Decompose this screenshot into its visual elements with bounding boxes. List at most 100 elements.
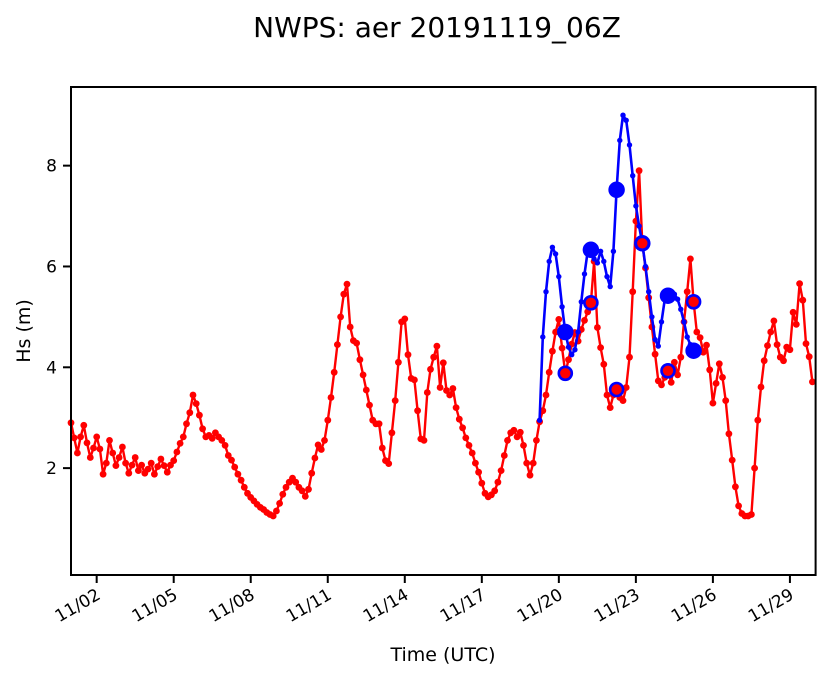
observed-hs-point	[179, 433, 187, 441]
observed-hs-point	[799, 296, 807, 304]
observed-hs-point	[622, 384, 630, 391]
observed-hs-point	[90, 444, 97, 452]
nwps-forecast-hs-point	[649, 314, 655, 320]
observed-hs-point	[581, 317, 588, 324]
x-tick-label: 11/20	[514, 585, 566, 627]
observed-hs-point	[192, 400, 200, 407]
observed-hs-point	[696, 334, 704, 341]
x-tick-label: 11/11	[283, 585, 335, 627]
observed-hs-point	[520, 442, 527, 449]
observed-hs-point	[751, 464, 758, 472]
forecast-daily-marker	[659, 287, 677, 304]
observed-hs-point	[112, 462, 120, 469]
nwps-forecast-hs-point	[546, 258, 552, 265]
observed-hs-point	[449, 385, 457, 392]
observed-hs-point	[324, 416, 332, 424]
observed-hs-point	[693, 328, 701, 336]
observed-hs-point	[401, 315, 409, 323]
observed-daily-marker	[608, 381, 625, 398]
observed-hs-point	[330, 368, 338, 376]
observed-hs-point	[144, 465, 152, 473]
nwps-forecast-hs-point	[540, 334, 546, 340]
observed-hs-point	[337, 313, 344, 321]
observed-hs-point	[433, 342, 441, 350]
nwps-forecast-hs-point	[610, 248, 617, 254]
observed-hs-point	[626, 353, 633, 361]
observed-hs-point	[334, 341, 341, 348]
observed-hs-point	[99, 470, 107, 478]
observed-hs-point	[767, 328, 775, 336]
observed-hs-point	[497, 467, 505, 474]
observed-hs-point	[472, 459, 479, 467]
observed-hs-point	[170, 457, 178, 464]
observed-hs-point	[809, 378, 816, 386]
observed-hs-point	[796, 280, 803, 287]
forecast-daily-marker	[582, 241, 600, 259]
observed-hs-point	[147, 459, 155, 467]
observed-hs-point	[462, 434, 470, 442]
nwps-forecast-hs-point	[636, 223, 642, 229]
observed-hs-point	[228, 456, 235, 464]
observed-daily-marker	[660, 362, 676, 379]
observed-hs-point	[122, 459, 129, 467]
observed-hs-point	[780, 357, 787, 365]
observed-hs-point	[70, 434, 78, 442]
observed-hs-point	[317, 446, 325, 453]
observed-hs-point	[234, 470, 242, 478]
plot-area: 11/02 11/05 11/08 11/11 11/14 11/17 11/20 11/23…	[46, 86, 817, 627]
observed-hs-point	[308, 469, 316, 477]
nwps-forecast-hs-point	[569, 352, 575, 358]
observed-hs-point	[725, 430, 733, 438]
observed-hs-point	[603, 391, 611, 399]
nwps-forecast-hs-point	[549, 244, 556, 250]
observed-hs-point	[475, 468, 482, 476]
observed-hs-point	[459, 424, 466, 432]
observed-hs-point	[269, 512, 277, 520]
observed-hs-point	[748, 511, 755, 518]
observed-hs-point	[533, 437, 540, 444]
observed-hs-point	[658, 381, 665, 389]
observed-hs-point	[792, 321, 800, 328]
observed-hs-point	[635, 167, 643, 175]
observed-hs-point	[651, 350, 659, 358]
observed-daily-marker	[634, 235, 651, 252]
observed-hs-point	[510, 426, 518, 434]
nwps-forecast-hs-point	[556, 273, 562, 280]
observed-hs-point	[173, 448, 181, 456]
nwps-forecast-hs-point	[607, 283, 613, 290]
observed-hs-point	[74, 449, 81, 457]
nwps-forecast-hs-point	[617, 137, 623, 144]
observed-hs-point	[106, 437, 113, 444]
observed-hs-point	[327, 394, 335, 401]
observed-hs-point	[276, 500, 283, 507]
observed-hs-point	[542, 391, 550, 399]
observed-hs-point	[683, 288, 691, 296]
observed-hs-point	[558, 344, 566, 352]
observed-hs-point	[446, 391, 454, 399]
observed-hs-point	[494, 478, 502, 486]
observed-hs-point	[597, 344, 604, 351]
observed-hs-point	[703, 341, 710, 349]
nwps-forecast-hs-point	[646, 289, 652, 295]
observed-hs-point	[340, 290, 348, 298]
observed-hs-point	[786, 346, 794, 354]
observed-hs-point	[176, 440, 184, 447]
observed-hs-point	[770, 317, 778, 325]
observed-hs-point	[619, 397, 627, 404]
observed-hs-point	[712, 380, 720, 387]
nwps-forecast-hs-point	[652, 336, 658, 343]
observed-hs-point	[362, 386, 370, 394]
observed-hs-point	[555, 316, 563, 323]
observed-hs-point	[388, 429, 396, 437]
observed-hs-point	[163, 468, 171, 476]
observed-hs-point	[378, 444, 386, 452]
observed-hs-point	[606, 404, 614, 411]
observed-hs-point	[465, 442, 473, 449]
observed-hs-point	[671, 358, 678, 366]
nwps-forecast-hs-point	[658, 319, 665, 325]
observed-hs-point	[545, 368, 553, 376]
observed-hs-point	[500, 452, 508, 459]
observed-hs-point	[273, 507, 280, 515]
axes-spines	[70, 86, 817, 576]
observed-hs-point	[160, 462, 168, 469]
